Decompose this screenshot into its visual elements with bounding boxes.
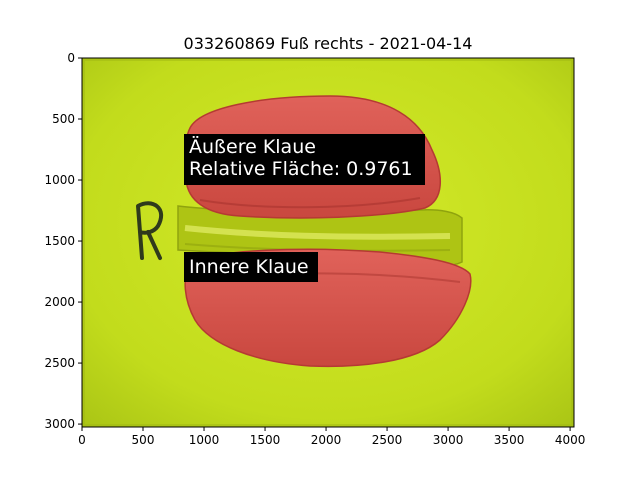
x-tick-label: 2000 xyxy=(311,433,342,447)
x-tick-label: 3000 xyxy=(433,433,464,447)
x-tick-label: 2500 xyxy=(372,433,403,447)
y-tick-label: 500 xyxy=(52,112,75,126)
y-tick-label: 1500 xyxy=(44,234,75,248)
x-tick-label: 4000 xyxy=(555,433,586,447)
annotation-inner-claw-line1: Innere Klaue xyxy=(189,256,309,278)
annotation-inner-claw: Innere Klaue xyxy=(184,252,318,282)
x-tick-label: 1500 xyxy=(250,433,281,447)
x-tick-label: 3500 xyxy=(494,433,525,447)
photo-image xyxy=(82,58,574,427)
y-tick-label: 1000 xyxy=(44,173,75,187)
chart-title: 033260869 Fuß rechts - 2021-04-14 xyxy=(184,34,473,53)
y-axis: 0 500 1000 1500 2000 2500 3000 xyxy=(44,51,82,431)
annotation-outer-claw-line2: Relative Fläche: 0.9761 xyxy=(189,158,413,180)
y-tick-label: 3000 xyxy=(44,417,75,431)
y-tick-label: 2000 xyxy=(44,295,75,309)
x-tick-label: 0 xyxy=(78,433,86,447)
marker-letter-r xyxy=(136,201,164,260)
x-tick-label: 500 xyxy=(132,433,155,447)
x-axis: 0 500 1000 1500 2000 2500 3000 3500 4000 xyxy=(78,427,585,447)
y-tick-label: 2500 xyxy=(44,356,75,370)
x-tick-label: 1000 xyxy=(189,433,220,447)
plot-frame xyxy=(81,57,575,428)
y-tick-label: 0 xyxy=(67,51,75,65)
annotation-outer-claw: Äußere Klaue Relative Fläche: 0.9761 xyxy=(184,134,425,185)
annotation-outer-claw-line1: Äußere Klaue xyxy=(189,135,316,158)
